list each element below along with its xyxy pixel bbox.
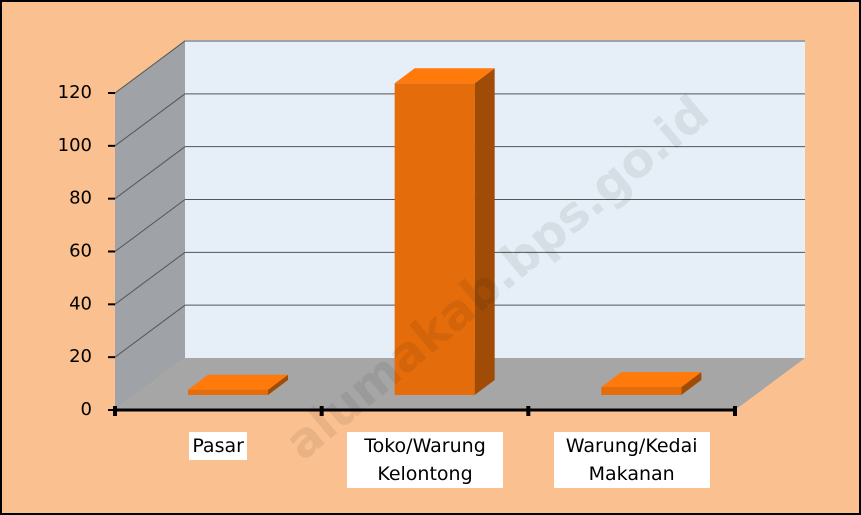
bar-top [394,68,495,84]
grid-line [114,199,186,252]
bar [601,372,702,395]
bar [188,374,288,395]
y-tick-label: 120 [58,82,92,103]
bar-front [188,389,268,395]
bar-front [394,83,475,396]
bar-side [268,374,288,395]
grid-line [114,251,186,305]
bar-front [601,387,682,395]
y-tick-label: 20 [69,346,92,367]
x-tick-label: Pasar [189,432,247,460]
bar [394,68,495,396]
y-tick-label: 40 [69,293,92,314]
y-tick-label: 80 [69,188,92,209]
x-tick-label: Toko/Warung Kelontong [347,432,503,488]
x-tick-label: Warung/Kedai Makanan [553,432,710,488]
y-tick-label: 60 [69,241,92,262]
bar-side [681,372,702,395]
grid-line [114,146,186,200]
bar-top [188,374,288,390]
bar-side [474,68,495,396]
y-tick-label: 100 [58,135,92,156]
grid-line [114,40,186,94]
grid-line [114,93,186,147]
grid-line [114,304,186,358]
bar-top [601,372,702,388]
y-tick-label: 0 [81,399,92,420]
